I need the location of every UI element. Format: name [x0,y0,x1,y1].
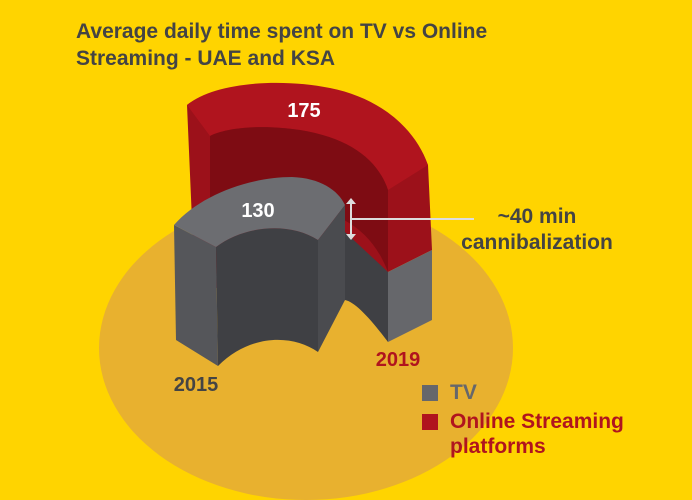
legend-swatch-streaming [422,414,438,430]
legend-label-streaming-line2: platforms [450,435,546,458]
tv-front [174,225,218,366]
tick-label-2019: 2019 [376,349,421,371]
data-label-tv: 130 [241,200,274,222]
data-label-streaming: 175 [287,100,320,122]
legend-label-streaming-line1: Online Streaming [450,410,624,433]
tv-side [318,205,345,352]
cannibalization-annotation: ~40 min cannibalization [461,205,613,254]
legend-label-streaming: Online Streaming platforms [450,409,624,459]
legend: TV Online Streaming platforms [422,380,624,463]
tv-inner-wall [216,228,318,366]
legend-item-streaming: Online Streaming platforms [422,409,624,459]
legend-swatch-tv [422,385,438,401]
streaming-grey-side [388,250,432,342]
streaming-inner-grey [345,232,388,342]
bar-tv-2015 [174,177,345,366]
streaming-top [187,82,428,190]
legend-label-tv: TV [450,381,477,404]
tv-top [174,177,345,247]
chart-title: Average daily time spent on TV vs Online… [76,20,488,70]
tick-label-2015: 2015 [174,374,219,396]
legend-item-tv: TV [422,380,624,405]
cannibalization-bracket [346,198,474,240]
